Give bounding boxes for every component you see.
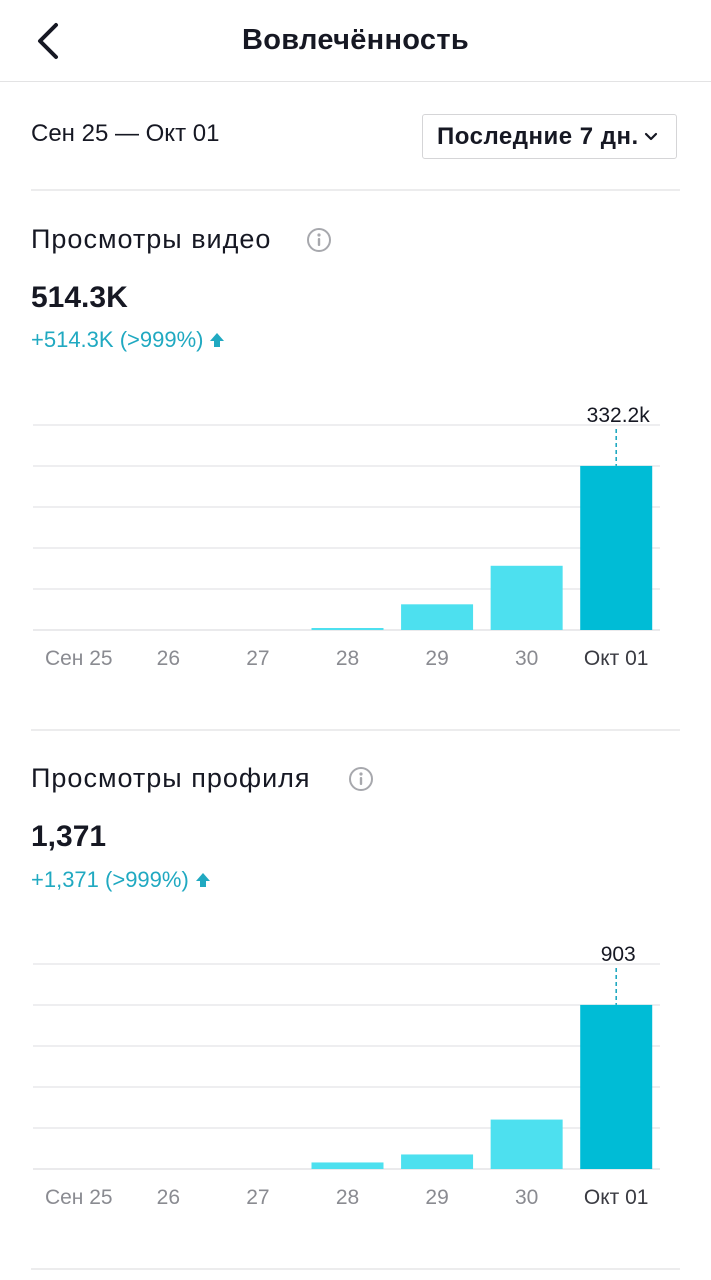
x-tick-label: 30 [515,1186,538,1209]
profile-views-chart: Сен 25 26 27 28 29 30 Окт 01 903 [0,934,711,1224]
chart-bar [580,1004,653,1169]
period-dropdown-label: Последние 7 дн. [437,122,639,150]
x-tick-label: 29 [425,647,448,670]
x-tick-label: 28 [336,1186,359,1209]
period-dropdown[interactable]: Последние 7 дн. [422,114,677,159]
arrow-up-icon [210,333,225,347]
x-tick-label: 27 [246,647,269,670]
x-tick-label: 30 [515,647,538,670]
profile-views-value: 1,371 [31,820,107,853]
info-icon[interactable] [306,227,332,253]
profile-views-delta: +1,371 (>999%) [31,867,211,893]
video-views-delta-text: +514.3K (>999%) [31,327,204,352]
date-range-text: Сен 25 — Окт 01 [31,120,220,147]
video-views-chart: Сен 25 26 27 28 29 30 Окт 01 332.2k [0,395,711,685]
back-button[interactable] [28,18,68,64]
x-tick-label: 26 [157,647,180,670]
chart-bar [401,1154,474,1169]
x-tick-label: Окт 01 [584,647,649,670]
info-icon[interactable] [348,766,374,792]
x-tick-label: Сен 25 [45,1186,113,1209]
chevron-left-icon [38,23,58,59]
video-views-value: 514.3K [31,281,128,314]
chart-bar [311,1162,384,1169]
x-tick-label: 28 [336,647,359,670]
chart-bar [580,465,653,630]
x-tick-label: Сен 25 [45,647,113,670]
video-views-title: Просмотры видео [31,224,272,254]
video-views-delta: +514.3K (>999%) [31,327,225,353]
x-tick-label: 27 [246,1186,269,1209]
profile-views-chart-svg: Сен 25 26 27 28 29 30 Окт 01 903 [33,943,660,1209]
arrow-up-icon [195,873,210,887]
peak-value-label: 332.2k [587,404,651,427]
chart-bar [490,565,563,630]
video-views-chart-svg: Сен 25 26 27 28 29 30 Окт 01 332.2k [33,404,660,670]
chevron-down-icon [644,132,658,142]
chart-bar [401,604,474,630]
x-tick-label: Окт 01 [584,1186,649,1209]
chart-bar [490,1119,563,1169]
chart-bar [311,628,384,630]
profile-views-title: Просмотры профиля [31,763,311,793]
divider [31,189,680,191]
page-title: Вовлечённость [242,24,469,56]
x-tick-label: 26 [157,1186,180,1209]
x-tick-label: 29 [425,1186,448,1209]
divider [31,1268,680,1270]
top-bar: Вовлечённость [0,0,711,82]
peak-value-label: 903 [601,943,636,966]
profile-views-delta-text: +1,371 (>999%) [31,867,189,892]
divider [31,729,680,731]
